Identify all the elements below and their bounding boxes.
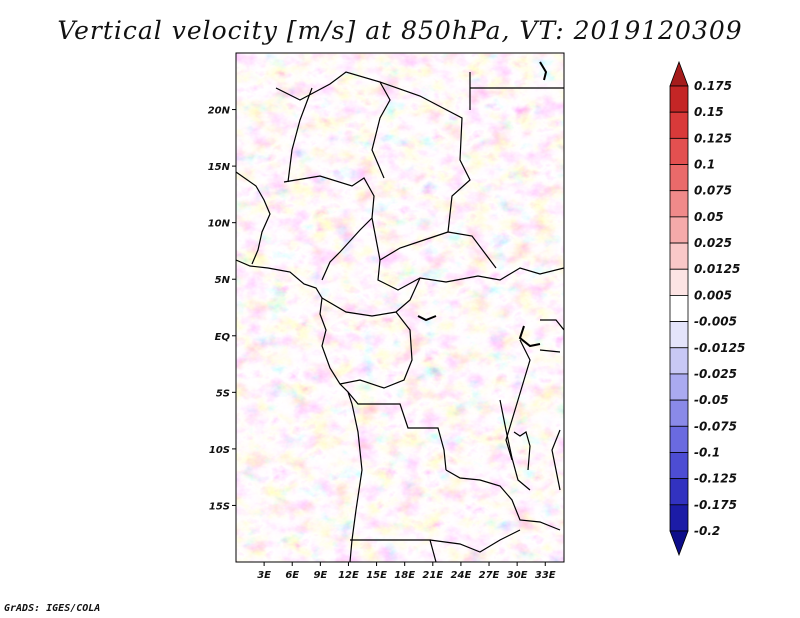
y-tick-label: 15N xyxy=(208,162,231,173)
x-tick-label: 3E xyxy=(257,570,271,581)
colorbar-label: -0.125 xyxy=(694,472,737,486)
x-tick-label: 33E xyxy=(535,570,556,581)
x-tick-label: 18E xyxy=(394,570,415,581)
map-area xyxy=(235,52,565,563)
colorbar-label: 0.05 xyxy=(694,210,724,224)
colorbar-label: 0.005 xyxy=(694,288,732,302)
colorbar-swatch xyxy=(669,425,689,453)
y-tick-label: EQ xyxy=(215,332,231,343)
colorbar-swatch xyxy=(669,268,689,296)
colorbar-swatch xyxy=(669,216,689,244)
map-frame xyxy=(235,52,565,563)
colorbar-bottom-arrow xyxy=(669,530,689,557)
colorbar-label: -0.005 xyxy=(694,315,737,329)
colorbar-label: -0.025 xyxy=(694,367,737,381)
x-tick-label: 24E xyxy=(451,570,472,581)
y-tick-label: 5S xyxy=(216,388,230,399)
colorbar-label: -0.0125 xyxy=(694,341,745,355)
y-tick-label: 10N xyxy=(208,219,231,230)
chart-title: Vertical velocity [m/s] at 850hPa, VT: 2… xyxy=(57,16,743,45)
x-tick-label: 15E xyxy=(366,570,387,581)
colorbar-label: 0.125 xyxy=(694,131,732,145)
colorbar-swatch xyxy=(669,190,689,218)
x-tick-label: 30E xyxy=(507,570,528,581)
colorbar-swatch xyxy=(669,111,689,139)
colorbar-swatch xyxy=(669,242,689,270)
x-tick-label: 27E xyxy=(479,570,500,581)
colorbar-label: 0.15 xyxy=(694,105,724,119)
x-tick-label: 21E xyxy=(422,570,443,581)
footer-credit: GrADS: IGES/COLA xyxy=(4,603,101,614)
country-borders xyxy=(236,61,564,562)
colorbar-swatch xyxy=(669,164,689,192)
colorbar-swatch xyxy=(669,478,689,506)
y-tick-label: 10S xyxy=(209,445,230,456)
colorbar-swatch xyxy=(669,504,689,532)
x-tick-label: 9E xyxy=(313,570,327,581)
x-tick-label: 12E xyxy=(338,570,359,581)
colorbar-label: 0.025 xyxy=(694,236,732,250)
colorbar-swatch xyxy=(669,452,689,480)
colorbar-swatch xyxy=(669,321,689,349)
y-tick-label: 5N xyxy=(215,275,231,286)
y-tick-label: 20N xyxy=(208,106,231,117)
map-axes: 3E 6E 9E 12E 15E 18E 21E 24E 27E 30E 33E 20N 15N 10N 5… xyxy=(208,106,556,581)
velocity-field xyxy=(236,53,564,562)
colorbar-swatch xyxy=(669,347,689,375)
colorbar-swatch xyxy=(669,137,689,165)
colorbar-label: -0.075 xyxy=(694,419,737,433)
x-tick-label: 6E xyxy=(285,570,299,581)
colorbar-swatch xyxy=(669,295,689,322)
colorbar: 0.175 0.15 0.125 0.1 0.075 0.05 0.025 0.0125 0.0… xyxy=(669,60,745,557)
colorbar-label: -0.2 xyxy=(694,524,720,538)
colorbar-label: 0.1 xyxy=(694,158,715,172)
colorbar-label: 0.0125 xyxy=(694,262,740,276)
colorbar-label: -0.175 xyxy=(694,498,737,512)
colorbar-label: -0.1 xyxy=(694,445,720,459)
colorbar-top-arrow xyxy=(669,60,689,87)
colorbar-label: -0.05 xyxy=(694,393,729,407)
colorbar-swatch xyxy=(669,373,689,401)
colorbar-swatch xyxy=(669,85,689,113)
colorbar-label: 0.075 xyxy=(694,184,732,198)
y-tick-label: 15S xyxy=(209,501,230,512)
colorbar-swatch xyxy=(669,399,689,427)
colorbar-label: 0.175 xyxy=(694,79,732,93)
